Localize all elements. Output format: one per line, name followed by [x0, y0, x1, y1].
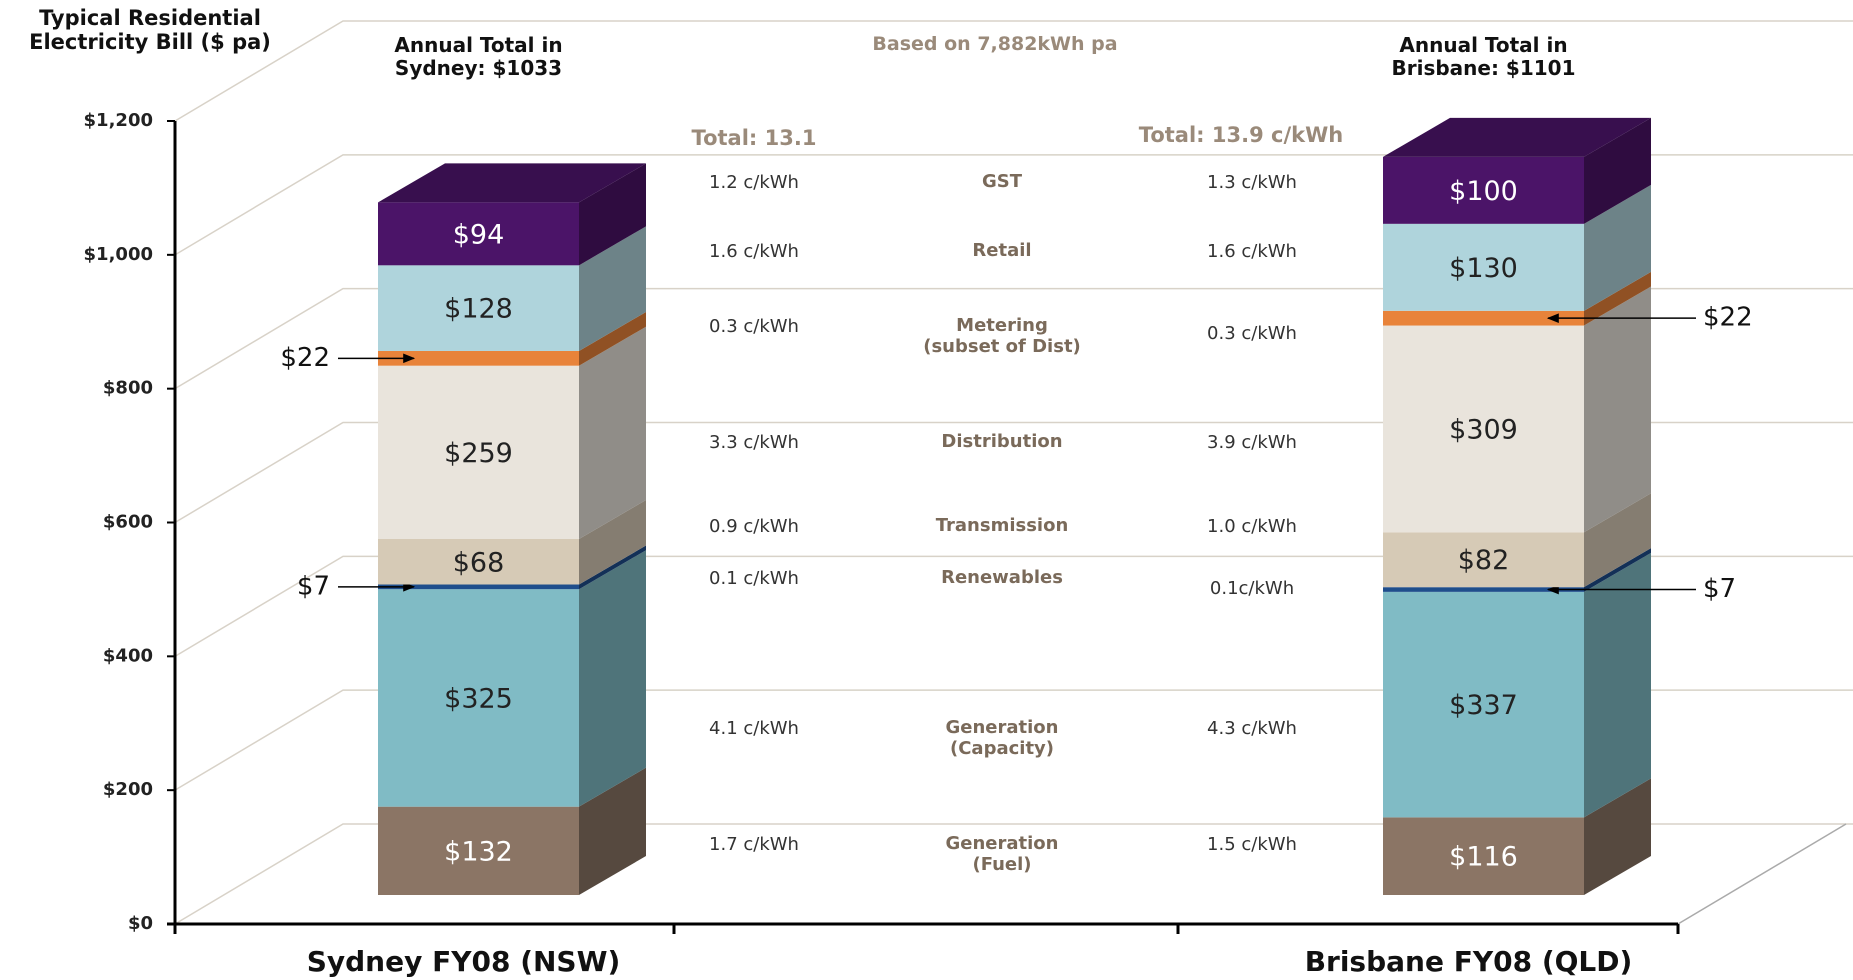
bar-side — [579, 545, 646, 590]
bar-side — [579, 163, 646, 266]
series-name: GST — [981, 171, 1023, 192]
value-label: $82 — [1458, 545, 1510, 576]
bar-segment — [378, 265, 579, 351]
bar-segment — [378, 539, 579, 585]
bar-side — [1584, 548, 1651, 592]
y-tick-label: $0 — [128, 913, 153, 934]
bar-segment — [378, 350, 579, 366]
y-tick-label: $600 — [103, 512, 153, 533]
grid-line — [174, 154, 1853, 256]
series-name: Retail — [972, 240, 1032, 261]
bar-segment — [378, 589, 579, 807]
bar-segment — [1383, 532, 1584, 588]
bar-segment — [1383, 223, 1584, 311]
value-label: $309 — [1449, 414, 1518, 445]
rate-label: 0.9 c/kWh — [709, 516, 799, 537]
bar-segment — [378, 365, 579, 540]
rate-label: 1.5 c/kWh — [1207, 834, 1297, 855]
value-label: $259 — [444, 438, 513, 469]
bar-side — [1584, 271, 1651, 326]
value-label: $7 — [1703, 574, 1736, 604]
bar-segment — [378, 202, 579, 266]
y-tick-label: $200 — [103, 779, 153, 800]
rate-label: 0.3 c/kWh — [709, 316, 799, 337]
value-label: $94 — [453, 219, 505, 250]
rate-label: 4.1 c/kWh — [709, 718, 799, 739]
value-label: $22 — [1703, 303, 1753, 333]
value-label: $132 — [444, 836, 513, 867]
x-tick-label: Brisbane FY08 (QLD) — [1305, 945, 1633, 978]
rate-label: 0.1 c/kWh — [709, 568, 799, 589]
bar-segment — [378, 584, 579, 590]
annual-total: Annual Total in Sydney: $1033 — [394, 33, 563, 80]
value-label: $100 — [1449, 176, 1518, 207]
subtitle: Based on 7,882kWh pa — [872, 33, 1118, 55]
series-name: Metering (subset of Dist) — [923, 315, 1081, 357]
bar-side — [1584, 778, 1651, 895]
rate-label: 1.6 c/kWh — [1207, 241, 1297, 262]
value-label: $116 — [1449, 842, 1518, 873]
rate-label: 1.2 c/kWh — [709, 172, 799, 193]
rate-total: Total: 13.9 c/kWh — [1139, 123, 1343, 147]
y-tick-label: $1,200 — [84, 110, 153, 131]
value-label: $325 — [444, 683, 513, 714]
grid-line — [174, 823, 1853, 925]
bar-side — [1584, 286, 1651, 533]
bar-side — [1584, 552, 1651, 818]
grid-line — [174, 555, 1853, 657]
grid-line — [174, 20, 1853, 122]
bar-segment — [378, 806, 579, 895]
value-label: $128 — [444, 294, 513, 325]
rate-label: 1.6 c/kWh — [709, 241, 799, 262]
bar-side — [579, 226, 646, 351]
bar-segment — [1383, 587, 1584, 592]
chart-title: Typical Residential Electricity Bill ($ … — [29, 6, 271, 55]
y-tick-label: $1,000 — [84, 244, 153, 265]
bar-segment — [1383, 310, 1584, 326]
series-name: Generation (Capacity) — [945, 717, 1059, 759]
grid-line — [174, 287, 1853, 390]
value-label: $130 — [1449, 253, 1518, 284]
series-name: Distribution — [941, 431, 1063, 452]
floor — [1677, 823, 1847, 925]
bar-segment — [1383, 325, 1584, 533]
bar-side — [579, 767, 646, 895]
bar-segment — [1383, 817, 1584, 895]
rate-label: 0.1c/kWh — [1210, 578, 1294, 599]
bar-segment — [1383, 591, 1584, 818]
series-name: Renewables — [941, 567, 1063, 588]
rate-total: Total: 13.1 — [692, 126, 817, 150]
bar-side — [1584, 117, 1651, 224]
rate-label: 1.7 c/kWh — [709, 834, 799, 855]
grid-line — [174, 421, 1853, 524]
y-tick-label: $800 — [103, 378, 153, 399]
rate-label: 1.3 c/kWh — [1207, 172, 1297, 193]
x-tick-label: Sydney FY08 (NSW) — [307, 945, 621, 978]
y-tick-label: $400 — [103, 645, 153, 666]
value-label: $68 — [453, 547, 505, 578]
bar-side — [1584, 493, 1651, 588]
annual-total: Annual Total in Brisbane: $1101 — [1391, 33, 1576, 80]
grid-line — [174, 689, 1853, 791]
value-label: $337 — [1449, 690, 1518, 721]
rate-label: 3.3 c/kWh — [709, 432, 799, 453]
value-label: $22 — [280, 343, 330, 373]
bar-top — [378, 163, 646, 203]
bar-side — [579, 326, 646, 540]
rate-label: 1.0 c/kWh — [1207, 516, 1297, 537]
bar-side — [579, 500, 646, 585]
bar-side — [579, 311, 646, 366]
value-label: $7 — [297, 571, 330, 601]
bar-top — [1383, 117, 1651, 157]
bar-side — [579, 550, 646, 807]
rate-label: 0.3 c/kWh — [1207, 323, 1297, 344]
rate-label: 4.3 c/kWh — [1207, 718, 1297, 739]
series-name: Transmission — [935, 515, 1069, 536]
bar-side — [1584, 184, 1651, 311]
series-name: Generation (Fuel) — [945, 833, 1059, 875]
bar-segment — [1383, 156, 1584, 224]
rate-label: 3.9 c/kWh — [1207, 432, 1297, 453]
